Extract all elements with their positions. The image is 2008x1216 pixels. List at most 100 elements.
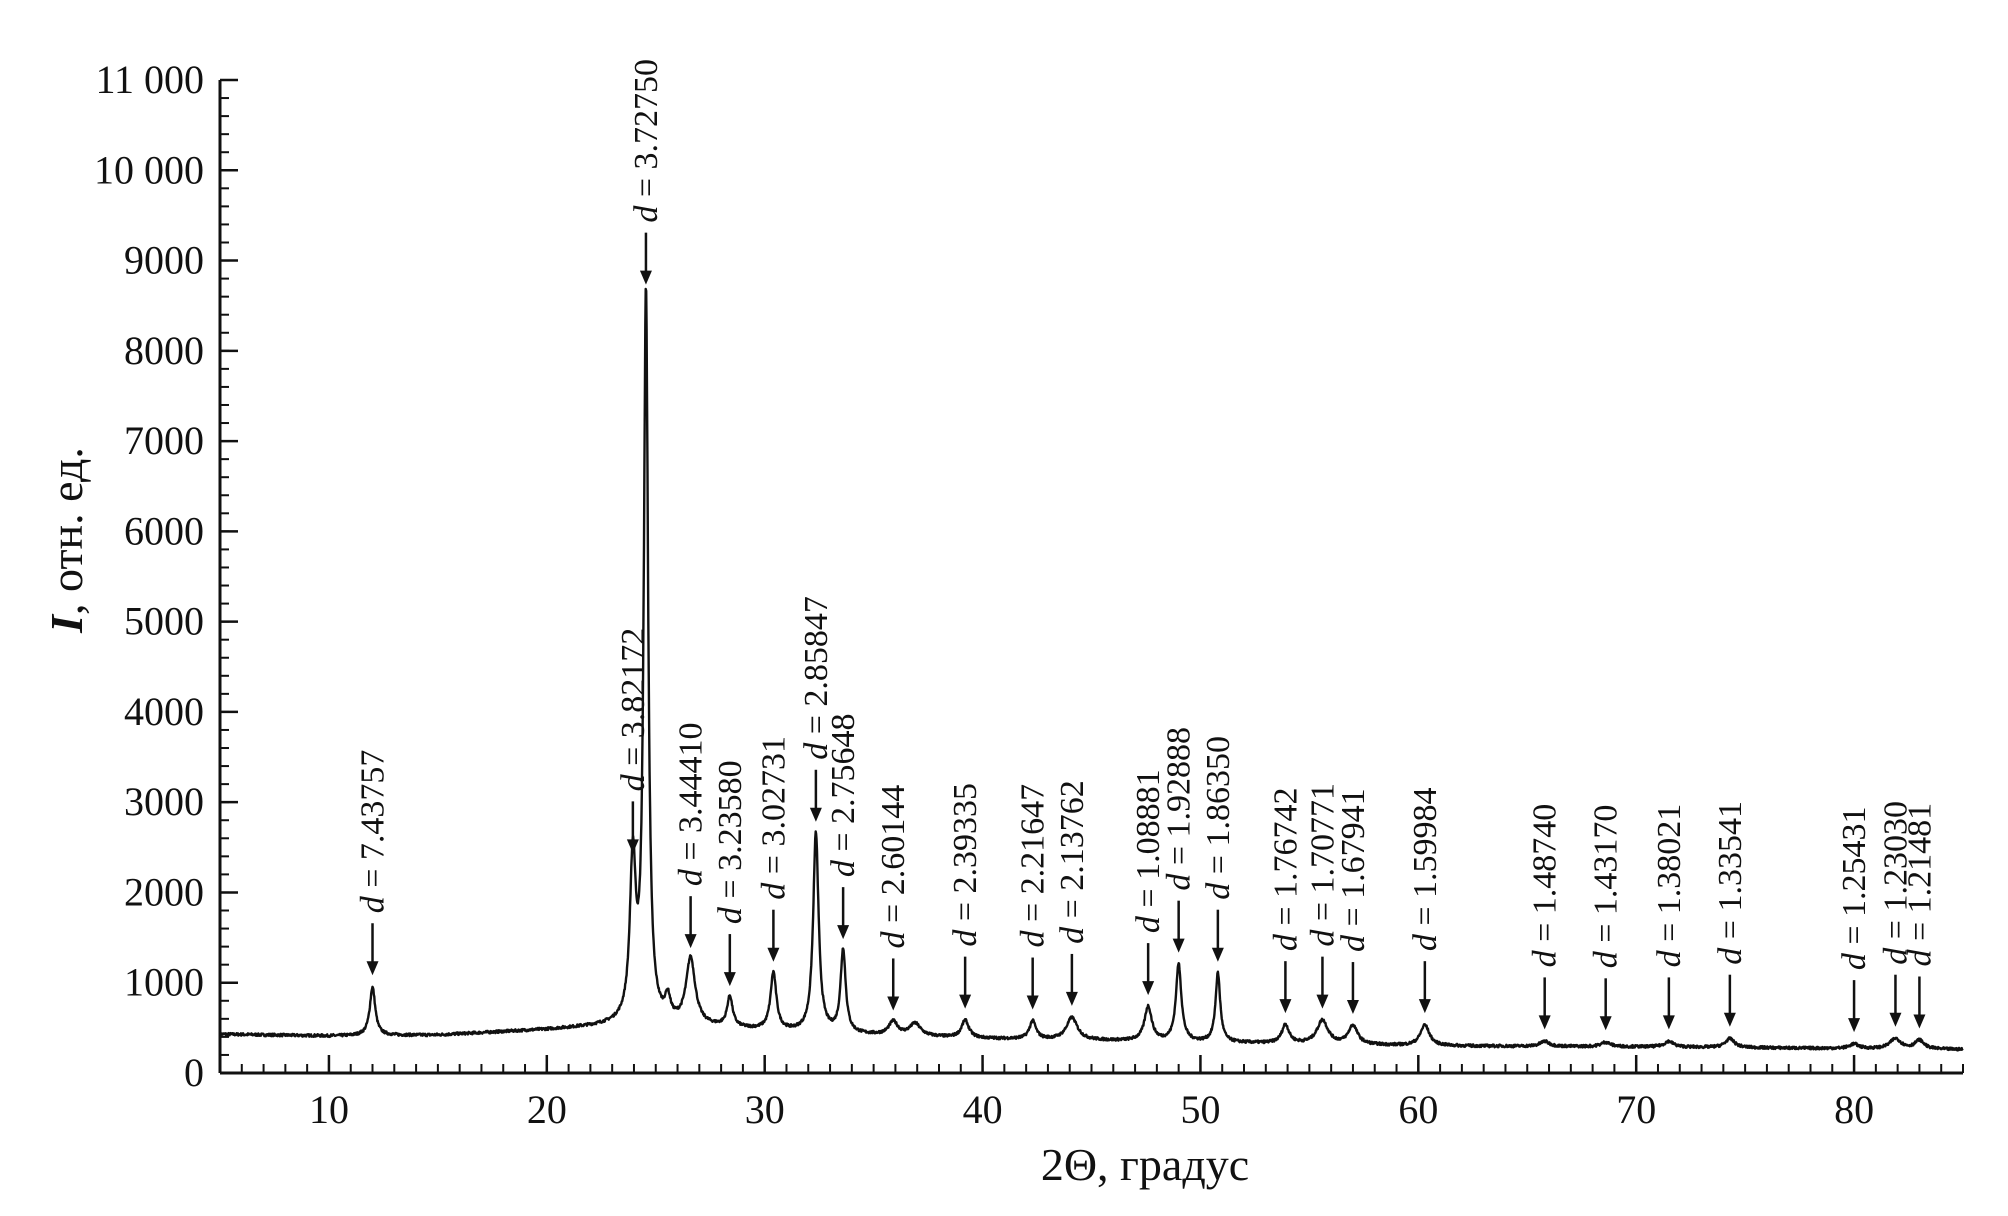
peak-label-value: = 2.21647 [1015, 784, 1052, 931]
x-tick-label: 70 [1616, 1087, 1656, 1132]
peak-label: d = 1.38021 [1651, 804, 1688, 968]
peak-arrow-head [1418, 999, 1431, 1014]
x-tick-label: 60 [1398, 1087, 1438, 1132]
peak-label-symbol: d [1588, 950, 1625, 968]
peak-label-value: = 3.02731 [755, 736, 792, 883]
peak-label-symbol: d [712, 906, 749, 924]
peak-label-value: = 1.08881 [1130, 769, 1167, 916]
peak-label: d = 1.43170 [1588, 805, 1625, 969]
y-axis-title-symbol: I [41, 613, 92, 634]
peak-label: d = 7.43757 [355, 750, 392, 914]
peak-label-value: = 2.39335 [947, 783, 984, 930]
x-tick-label: 40 [963, 1087, 1003, 1132]
peak-label-symbol: d [628, 205, 665, 223]
peak-label-symbol: d [1712, 947, 1749, 965]
y-axis-title: I, отн. ед. [41, 447, 92, 634]
peak-label: d = 3.02731 [755, 736, 792, 900]
peak-arrow-head [1279, 999, 1292, 1014]
peak-arrow-head [959, 994, 972, 1009]
y-tick-label: 7000 [124, 418, 204, 463]
peak-label-symbol: d [1015, 930, 1052, 948]
peak-label-symbol: d [673, 868, 710, 886]
peak-label-symbol: d [798, 742, 835, 760]
x-tick-label: 30 [745, 1087, 785, 1132]
peak-label: d = 2.39335 [947, 783, 984, 947]
peak-label: d = 1.21481 [1901, 803, 1938, 967]
peak-label: d = 1.92888 [1161, 727, 1198, 891]
peak-label-value: = 2.60144 [875, 785, 912, 932]
y-tick-label: 6000 [124, 508, 204, 553]
peak-arrow-head [1599, 1016, 1612, 1031]
peak-label: d = 1.23030 [1877, 801, 1914, 965]
peak-label-value: = 2.85847 [798, 596, 835, 743]
peak-label-value: = 1.21481 [1901, 803, 1938, 950]
peak-arrow-head [366, 961, 379, 976]
peak-label: d = 2.75648 [825, 713, 862, 877]
y-tick-label: 3000 [124, 779, 204, 824]
peak-arrow-head [684, 934, 697, 949]
peak-arrow-head [1346, 1000, 1359, 1015]
x-tick-label: 80 [1834, 1087, 1874, 1132]
peak-label: d = 1.25431 [1836, 806, 1873, 970]
peak-label: d = 1.86350 [1200, 736, 1237, 900]
peak-label: d = 1.76742 [1267, 787, 1304, 951]
y-tick-label: 4000 [124, 689, 204, 734]
peak-label: d = 3.82172 [615, 628, 652, 792]
peak-label-value: = 1.70771 [1304, 783, 1341, 930]
peak-arrow-head [1913, 1014, 1926, 1029]
peak-label-value: = 1.92888 [1161, 727, 1198, 874]
peak-arrow-head [1142, 981, 1155, 996]
peak-label-symbol: d [355, 895, 392, 913]
y-tick-label: 5000 [124, 599, 204, 644]
peak-label-symbol: d [1267, 933, 1304, 951]
peak-arrow-head [1723, 1012, 1736, 1027]
peak-label: d = 2.60144 [875, 785, 912, 949]
peak-label-symbol: d [755, 882, 792, 900]
x-tick-label: 50 [1180, 1087, 1220, 1132]
peak-label-value: = 1.59984 [1407, 787, 1444, 934]
peak-arrow-head [1316, 994, 1329, 1009]
peak-label-symbol: d [1407, 933, 1444, 951]
peak-label-symbol: d [1130, 915, 1167, 933]
peak-label: d = 1.70771 [1304, 783, 1341, 947]
peak-label-value: = 3.44410 [673, 722, 710, 869]
y-tick-label: 2000 [124, 869, 204, 914]
peak-label-symbol: d [825, 859, 862, 877]
peak-label-value: = 1.43170 [1588, 805, 1625, 952]
peak-label: d = 3.44410 [673, 722, 710, 886]
peak-label-value: = 1.67941 [1335, 788, 1372, 935]
peak-label-symbol: d [1161, 873, 1198, 891]
peak-label-symbol: d [1304, 929, 1341, 947]
peak-label: d = 2.13762 [1054, 780, 1091, 944]
peak-label-value: = 3.82172 [615, 628, 652, 775]
peak-arrow-head [1211, 947, 1224, 962]
y-tick-label: 8000 [124, 328, 204, 373]
peak-arrow-head [1662, 1015, 1675, 1030]
peak-label-value: = 3.23580 [712, 760, 749, 907]
peak-label-symbol: d [1651, 949, 1688, 967]
peak-arrow-head [1889, 1012, 1902, 1027]
x-tick-label: 10 [309, 1087, 349, 1132]
peak-label-symbol: d [875, 930, 912, 948]
peak-label-value: = 1.86350 [1200, 736, 1237, 883]
peak-label: d = 1.59984 [1407, 787, 1444, 951]
peak-label-value: = 2.75648 [825, 713, 862, 860]
peak-arrow-head [1026, 995, 1039, 1010]
plot-area [218, 287, 1964, 1052]
peak-arrow-head [887, 996, 900, 1011]
peak-label-symbol: d [1901, 949, 1938, 967]
peak-label-value: = 1.23030 [1877, 801, 1914, 948]
y-tick-label: 1000 [124, 960, 204, 1005]
peak-label-symbol: d [1200, 882, 1237, 900]
peak-label: d = 3.72750 [628, 59, 665, 223]
peak-label-value: = 1.48740 [1527, 804, 1564, 951]
peak-label: d = 1.08881 [1130, 769, 1167, 933]
peak-label-symbol: d [1527, 949, 1564, 967]
peak-arrow-head [723, 972, 736, 987]
x-tick-label: 20 [527, 1087, 567, 1132]
diffraction-curve [218, 287, 1964, 1052]
peak-label-value: = 1.33541 [1712, 801, 1749, 948]
peak-label-symbol: d [1054, 926, 1091, 944]
peak-label-value: = 1.25431 [1836, 806, 1873, 953]
peak-arrow-head [1538, 1015, 1551, 1030]
